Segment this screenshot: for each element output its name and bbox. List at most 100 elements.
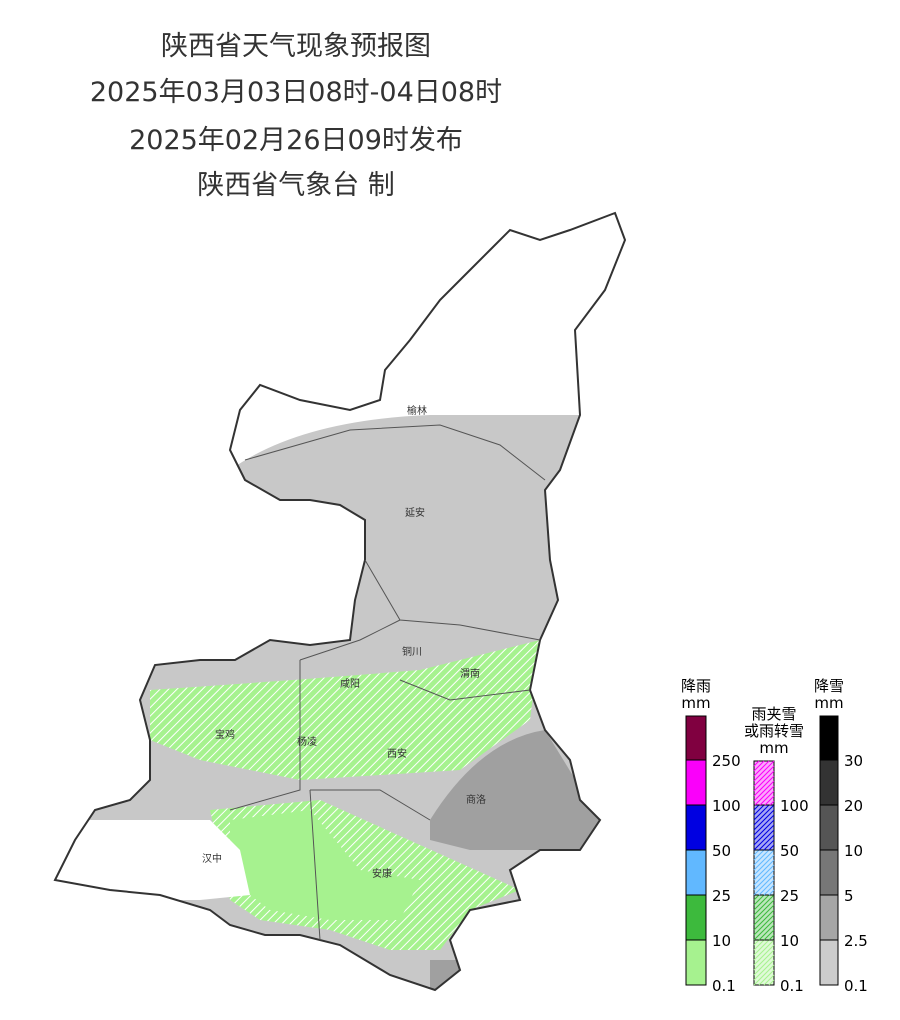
hatch-line: [753, 944, 775, 966]
hatch-line: [753, 894, 775, 916]
hatch-line: [753, 849, 765, 861]
legend-tick-label: 50: [780, 842, 799, 860]
hatch-line: [753, 780, 775, 802]
legend-swatch: [685, 894, 707, 941]
hatch-line: [763, 974, 775, 986]
hatch-line: [753, 760, 770, 777]
legend-tick-label: 5: [844, 887, 854, 905]
hatch-line: [753, 939, 770, 956]
hatch-line: [753, 849, 770, 866]
legend-swatch: [819, 939, 839, 986]
legend-title: 降雨: [681, 677, 711, 695]
city-borders: [229, 424, 546, 941]
hatch-line: [753, 894, 765, 906]
city-label: 商洛: [466, 793, 486, 806]
legend-title: 降雪: [814, 677, 844, 695]
hatch-line: [753, 814, 775, 836]
hatch-line: [753, 859, 775, 881]
hatch-line: [753, 760, 775, 782]
hatch-line: [759, 790, 775, 806]
legend-tick-label: 0.1: [712, 977, 736, 995]
hatch-line: [768, 934, 775, 941]
hatch-line: [753, 899, 775, 921]
hatch-line: [753, 804, 765, 816]
header-line: 陕西省气象台 制: [197, 170, 395, 201]
city-label: 榆林: [407, 404, 427, 417]
city-label: 安康: [372, 867, 392, 880]
hatch-line: [753, 849, 760, 856]
hatch-line: [753, 804, 770, 821]
city-label: 西安: [387, 747, 407, 760]
legend-tick-label: 100: [712, 797, 741, 815]
legend-tick-label: 30: [844, 752, 863, 770]
hatch-line: [753, 919, 775, 941]
legend-tick-label: 250: [712, 752, 741, 770]
city-label: 渭南: [460, 667, 480, 680]
legend-swatch: [819, 759, 839, 806]
legend-swatch: [819, 894, 839, 941]
legend-title: mm: [814, 694, 843, 712]
city-label: 咸阳: [340, 678, 360, 690]
legends: 降雨mm0.1102550100250雨夹雪或雨转雪mm0.1102550100…: [681, 677, 868, 995]
legend-tick-label: 10: [780, 932, 799, 950]
legend-tick-label: 10: [844, 842, 863, 860]
legend-title: mm: [681, 694, 710, 712]
header-line: 陕西省天气现象预报图: [161, 31, 431, 62]
hatch-line: [753, 894, 770, 911]
hatch-line: [753, 874, 775, 896]
legend-tick-label: 50: [712, 842, 731, 860]
legend-tick-label: 25: [712, 887, 731, 905]
hatch-line: [758, 879, 775, 896]
hatch-line: [754, 785, 775, 806]
legend-swatch: [819, 804, 839, 851]
legend-swatch: [685, 715, 707, 761]
hatch-line: [753, 939, 760, 946]
hatch-line: [758, 924, 775, 941]
legend-title: 雨夹雪: [751, 705, 796, 723]
header-line: 2025年03月03日08时-04日08时: [90, 77, 502, 108]
hatch-line: [753, 829, 775, 851]
hatch-line: [753, 775, 775, 797]
hatch-line: [753, 909, 775, 931]
hatch-line: [753, 949, 775, 971]
hatch-line: [753, 864, 775, 886]
hatch-line: [753, 854, 775, 876]
hatch-line: [753, 760, 760, 767]
legend-swatch: [685, 759, 707, 806]
legend-swatch: [685, 849, 707, 896]
hatch-line: [753, 904, 775, 926]
hatch-line: [753, 869, 775, 891]
hatch-line: [753, 939, 775, 961]
hatch-line: [753, 939, 765, 951]
city-label: 铜川: [402, 646, 422, 658]
hatch-line: [763, 929, 775, 941]
legend-swatch: [819, 849, 839, 896]
hatch-line: [753, 804, 760, 811]
hatch-line: [753, 954, 775, 976]
legend-tick-label: 2.5: [844, 932, 868, 950]
hatch-line: [753, 760, 765, 772]
hatch-line: [769, 800, 775, 806]
hatch-line: [764, 795, 775, 806]
hatch-line: [768, 844, 775, 851]
legend-tick-label: 100: [780, 797, 809, 815]
legend-title: 或雨转雪: [744, 722, 804, 740]
hatch-line: [763, 884, 775, 896]
hatch-line: [753, 914, 775, 936]
hatch-line: [758, 834, 775, 851]
legend-tick-label: 0.1: [780, 977, 804, 995]
hatch-line: [758, 969, 775, 986]
legend-swatch: [685, 804, 707, 851]
hatch-line: [753, 824, 775, 846]
header: 陕西省天气现象预报图 2025年03月03日08时-04日08时 2025年02月2…: [90, 31, 502, 201]
hatch-line: [753, 819, 775, 841]
hatch-line: [753, 804, 775, 826]
hatch-line: [753, 770, 775, 792]
hatch-line: [753, 959, 775, 981]
legend-tick-label: 25: [780, 887, 799, 905]
hatch-line: [763, 839, 775, 851]
hatch-line: [753, 849, 775, 871]
city-label: 杨凌: [297, 735, 317, 748]
